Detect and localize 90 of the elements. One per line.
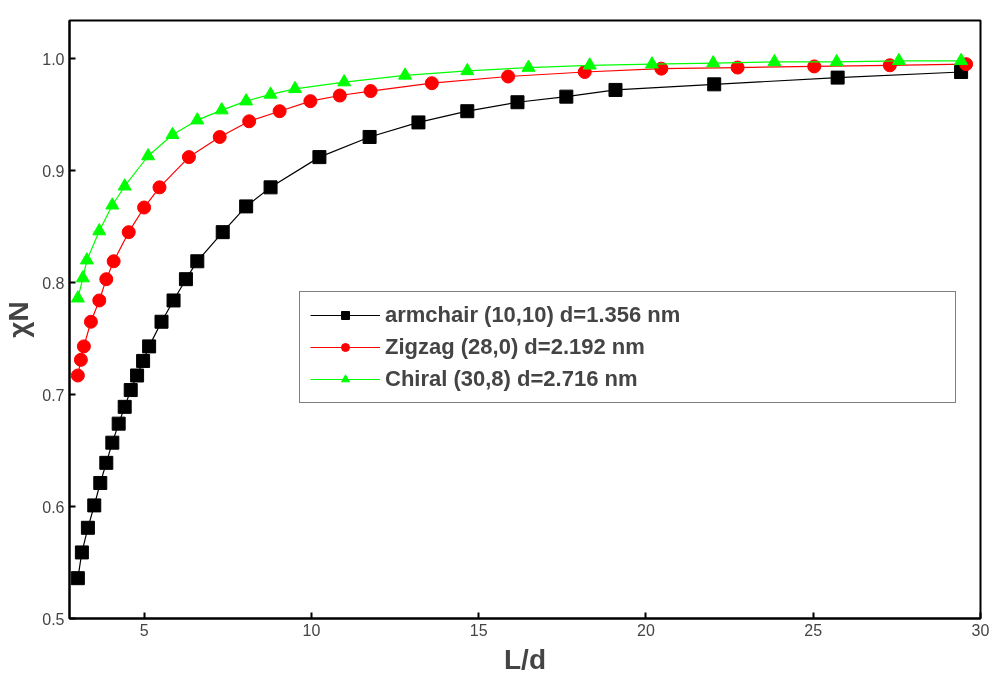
point bbox=[239, 93, 254, 106]
legend-label: Chiral (30,8) d=2.716 nm bbox=[385, 366, 639, 392]
point bbox=[106, 254, 121, 269]
point bbox=[214, 102, 229, 115]
point bbox=[105, 435, 120, 450]
point bbox=[92, 293, 107, 308]
point bbox=[644, 56, 659, 69]
point bbox=[954, 52, 969, 66]
point bbox=[181, 150, 196, 165]
point bbox=[559, 89, 574, 104]
point bbox=[99, 455, 114, 470]
point bbox=[178, 272, 193, 287]
y-tick-label: 0.6 bbox=[42, 498, 65, 516]
point bbox=[287, 80, 302, 94]
point bbox=[767, 53, 782, 67]
point bbox=[303, 94, 318, 109]
x-tick-label: 25 bbox=[804, 621, 823, 639]
point bbox=[460, 62, 475, 76]
y-tick-label: 1.0 bbox=[42, 50, 65, 68]
point bbox=[83, 314, 98, 329]
point bbox=[424, 76, 439, 91]
point bbox=[117, 399, 132, 414]
point bbox=[123, 383, 138, 398]
y-tick-label: 0.8 bbox=[42, 274, 65, 292]
point bbox=[362, 129, 377, 144]
point bbox=[93, 476, 108, 490]
point bbox=[582, 57, 597, 70]
point bbox=[501, 69, 516, 84]
point bbox=[166, 293, 181, 308]
point bbox=[70, 290, 85, 303]
point bbox=[117, 178, 132, 191]
point bbox=[411, 115, 426, 130]
x-tick-label: 15 bbox=[469, 621, 488, 639]
point bbox=[510, 95, 525, 110]
legend-label: armchair (10,10) d=1.356 nm bbox=[385, 302, 682, 328]
point bbox=[263, 86, 278, 99]
point bbox=[105, 197, 120, 210]
point bbox=[707, 77, 722, 92]
point bbox=[829, 53, 844, 67]
point bbox=[263, 180, 278, 195]
point bbox=[891, 52, 906, 66]
x-tick-label: 10 bbox=[302, 621, 321, 639]
point bbox=[73, 352, 88, 367]
y-tick-label: 0.5 bbox=[42, 610, 65, 628]
point bbox=[212, 129, 227, 144]
point bbox=[332, 88, 347, 103]
point bbox=[80, 520, 95, 535]
point bbox=[272, 104, 287, 119]
x-tick-label: 20 bbox=[637, 621, 655, 639]
point bbox=[99, 272, 114, 287]
point bbox=[154, 314, 169, 329]
point bbox=[75, 270, 90, 283]
x-tick-label: 30 bbox=[971, 621, 990, 639]
point bbox=[136, 353, 151, 368]
point bbox=[706, 55, 721, 68]
y-axis-title: χN bbox=[3, 301, 35, 338]
point bbox=[363, 84, 378, 99]
point bbox=[312, 150, 327, 165]
point bbox=[121, 225, 136, 240]
point bbox=[137, 200, 152, 215]
point bbox=[730, 60, 745, 75]
point bbox=[165, 126, 180, 139]
point bbox=[70, 368, 85, 383]
point bbox=[608, 82, 623, 97]
point bbox=[130, 368, 145, 383]
point bbox=[242, 114, 257, 129]
x-tick-label: 5 bbox=[139, 621, 149, 639]
point bbox=[142, 339, 157, 354]
point bbox=[337, 74, 352, 87]
point bbox=[398, 67, 413, 80]
y-tick-label: 0.7 bbox=[42, 386, 65, 404]
point bbox=[152, 180, 167, 195]
x-axis-title: L/d bbox=[504, 643, 547, 675]
point bbox=[190, 254, 205, 269]
y-tick-label: 0.9 bbox=[42, 162, 65, 180]
point bbox=[830, 70, 845, 85]
point bbox=[70, 571, 85, 586]
point bbox=[111, 416, 126, 431]
point bbox=[76, 339, 91, 354]
point bbox=[190, 112, 205, 125]
point bbox=[79, 252, 94, 265]
legend-label: Zigzag (28,0) d=2.192 nm bbox=[385, 334, 646, 360]
point bbox=[239, 199, 254, 214]
point bbox=[460, 104, 475, 119]
point bbox=[74, 545, 89, 560]
point bbox=[92, 223, 107, 236]
point bbox=[521, 59, 536, 72]
point bbox=[215, 225, 230, 240]
point bbox=[87, 498, 102, 513]
point bbox=[141, 148, 156, 161]
